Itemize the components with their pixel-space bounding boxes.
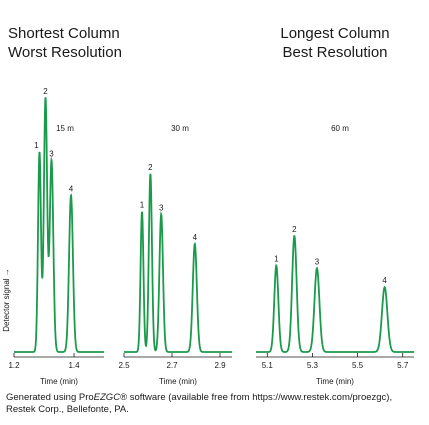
peak-label: 2	[148, 163, 153, 172]
panel-label: 30 m	[171, 124, 189, 133]
x-tick-label: 2.5	[118, 361, 130, 370]
peak-label: 4	[382, 276, 387, 285]
heading-left-line1: Shortest Column	[8, 25, 120, 42]
x-tick-label: 2.9	[214, 361, 226, 370]
peak-label: 2	[43, 87, 48, 96]
panel-label: 60 m	[331, 124, 349, 133]
x-tick-label: 5.1	[262, 361, 274, 370]
x-tick-label: 5.7	[397, 361, 409, 370]
peak-label: 3	[315, 257, 320, 266]
panel-3: 1 2 3 4 60 m 5.1 5.3 5.5 5.7 Time (min)	[256, 124, 414, 386]
chart-panels: 1 2 3 4 15 m 1.2 1.4 Time (min) 1 2 3 4 30 m 2.5 2.7 2.…	[8, 87, 414, 386]
caption-suffix: ® software (available free from https://…	[6, 392, 393, 415]
caption-italic: EZGC	[93, 392, 121, 403]
x-axis-label: Time (min)	[40, 377, 78, 386]
peak-label: 3	[49, 149, 54, 158]
panel-1: 1 2 3 4 15 m 1.2 1.4 Time (min)	[8, 87, 104, 386]
chromatogram-trace	[124, 173, 232, 353]
x-axis-label: Time (min)	[159, 377, 197, 386]
chromatogram-trace	[256, 234, 414, 353]
panel-2: 1 2 3 4 30 m 2.5 2.7 2.9 Time (min)	[118, 124, 232, 386]
peak-label: 1	[140, 201, 145, 210]
panel-label: 15 m	[56, 124, 74, 133]
heading-longest-column: Longest Column Best Resolution	[250, 24, 420, 62]
peak-label: 1	[274, 255, 279, 264]
caption-prefix: Generated using Pro	[6, 392, 94, 403]
y-axis-label: Detector signal →	[2, 268, 11, 332]
heading-left-line2: Worst Resolution	[8, 44, 122, 61]
x-tick-label: 1.2	[8, 361, 20, 370]
x-tick-label: 2.7	[166, 361, 178, 370]
heading-right-line1: Longest Column	[280, 25, 390, 42]
heading-right-line2: Best Resolution	[282, 44, 388, 61]
chromatogram-trace	[14, 97, 104, 353]
peak-label: 4	[69, 184, 74, 193]
x-tick-label: 5.3	[307, 361, 319, 370]
chromatogram-chart: Detector signal → 1 2 3 4 15 m 1.2 1.4 Time (mi…	[2, 87, 414, 386]
peak-label: 3	[159, 203, 164, 212]
peak-label: 4	[193, 233, 198, 242]
x-tick-label: 1.4	[68, 361, 80, 370]
heading-shortest-column: Shortest Column Worst Resolution	[8, 24, 122, 62]
x-tick-label: 5.5	[352, 361, 364, 370]
peak-label: 2	[292, 225, 297, 234]
figure-caption: Generated using ProEZGC® software (avail…	[6, 392, 424, 416]
peak-label: 1	[34, 141, 39, 150]
x-axis-label: Time (min)	[316, 377, 354, 386]
